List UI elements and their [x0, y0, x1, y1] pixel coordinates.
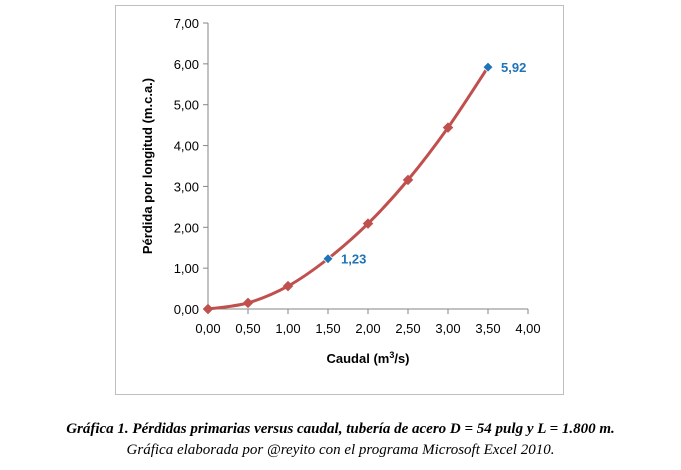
data-point	[282, 280, 294, 292]
highlighted-data-point	[322, 253, 334, 265]
y-axis-title: Pérdida por longitud (m.c.a.)	[140, 78, 155, 254]
figure-caption: Gráfica 1. Pérdidas primarias versus cau…	[66, 421, 615, 437]
y-tick-label: 6,00	[174, 57, 199, 72]
highlighted-data-point	[482, 61, 494, 73]
y-tick-label: 3,00	[174, 179, 199, 194]
y-tick-label: 5,00	[174, 98, 199, 113]
y-tick-label: 7,00	[174, 16, 199, 31]
data-point	[362, 218, 374, 229]
x-tick-label: 3,50	[475, 321, 500, 336]
x-tick-label: 1,50	[315, 321, 340, 336]
x-axis-title-main: Caudal (m	[326, 351, 389, 366]
y-tick-label: 1,00	[174, 261, 199, 276]
data-label: 1,23	[341, 252, 366, 267]
x-tick-label: 2,50	[395, 321, 420, 336]
series-line	[207, 66, 490, 311]
x-tick-label: 4,00	[515, 321, 540, 336]
y-tick-label: 0,00	[174, 302, 199, 317]
x-tick-label: 0,50	[235, 321, 260, 336]
y-tick-label: 2,00	[174, 220, 199, 235]
data-label: 5,92	[501, 60, 526, 75]
x-tick-label: 3,00	[435, 321, 460, 336]
data-point	[202, 303, 214, 315]
y-tick-label: 4,00	[174, 139, 199, 154]
chart: 0,00 1,00 2,00 3,00 4,00 5,00 6,00 7,00 0,00 0,50…	[140, 16, 541, 366]
data-point	[242, 297, 254, 309]
x-axis-title: Caudal (m3/s)	[326, 350, 409, 366]
x-tick-label: 2,00	[355, 321, 380, 336]
x-tick-label: 1,00	[275, 321, 300, 336]
data-point	[402, 174, 414, 186]
x-axis-title-sup: 3	[389, 350, 394, 360]
data-point	[442, 122, 454, 133]
x-axis-title-end: /s)	[394, 351, 409, 366]
x-tick-label: 0,00	[195, 321, 220, 336]
figure-credit: Gráfica elaborada por @reyito con el pro…	[126, 442, 555, 458]
